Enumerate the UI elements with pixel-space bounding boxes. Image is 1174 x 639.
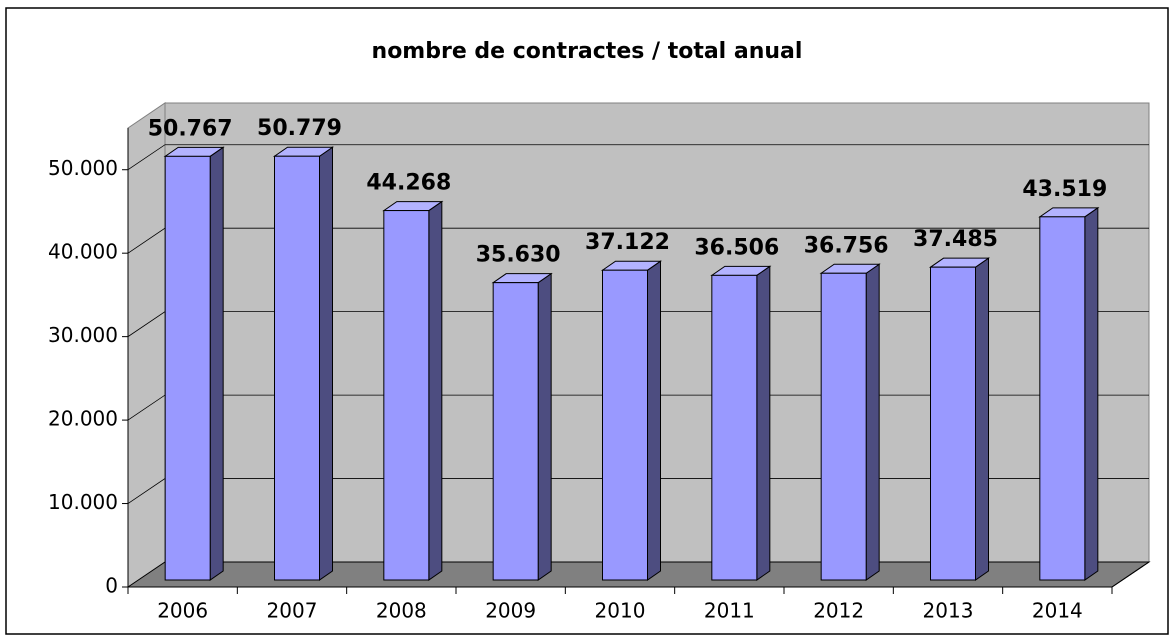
bar-side bbox=[1084, 206, 1099, 581]
x-tick-label: 2014 bbox=[1032, 599, 1083, 623]
grid-line bbox=[127, 144, 1149, 171]
x-tick-label: 2011 bbox=[704, 599, 755, 623]
bar bbox=[930, 266, 976, 581]
chart-title: nombre de contractes / total anual bbox=[372, 39, 803, 64]
y-tick-label: 50.000 bbox=[48, 156, 118, 180]
value-label: 37.122 bbox=[585, 230, 670, 255]
bar-side bbox=[428, 200, 443, 581]
bar bbox=[820, 272, 867, 581]
bar-side bbox=[647, 260, 661, 581]
x-tick-label: 2013 bbox=[923, 599, 974, 623]
value-label: 44.268 bbox=[366, 171, 451, 196]
bar bbox=[602, 269, 648, 581]
bar bbox=[711, 274, 758, 581]
bar bbox=[383, 210, 430, 581]
bar bbox=[164, 155, 211, 581]
y-tick-label: 40.000 bbox=[48, 240, 118, 264]
x-tick-label: 2009 bbox=[485, 599, 536, 623]
value-label: 36.756 bbox=[804, 233, 889, 258]
bar-side bbox=[865, 263, 880, 581]
bar-side bbox=[756, 265, 771, 581]
bar bbox=[274, 155, 320, 581]
bar bbox=[492, 282, 539, 581]
bar bbox=[1039, 216, 1086, 581]
value-label: 50.779 bbox=[257, 116, 342, 141]
value-label: 36.506 bbox=[694, 235, 779, 260]
value-label: 35.630 bbox=[476, 243, 561, 268]
value-label: 37.485 bbox=[913, 227, 998, 252]
value-label: 50.767 bbox=[148, 116, 233, 141]
bar-side bbox=[975, 257, 989, 581]
floor-edge bbox=[1111, 561, 1150, 588]
value-label: 43.519 bbox=[1022, 177, 1107, 202]
x-tick-label: 2006 bbox=[157, 599, 208, 623]
y-tick-label: 30.000 bbox=[48, 323, 118, 347]
bar-side bbox=[319, 146, 333, 581]
x-tick-label: 2012 bbox=[813, 599, 864, 623]
side-wall bbox=[127, 102, 166, 588]
y-tick-label: 20.000 bbox=[48, 407, 118, 431]
bar-side bbox=[537, 272, 552, 581]
bar-side bbox=[209, 146, 224, 581]
x-tick-label: 2007 bbox=[267, 599, 318, 623]
x-tick-label: 2008 bbox=[376, 599, 427, 623]
y-tick-label: 10.000 bbox=[48, 490, 118, 514]
y-tick-label: 0 bbox=[105, 574, 118, 598]
x-tick-label: 2010 bbox=[595, 599, 646, 623]
